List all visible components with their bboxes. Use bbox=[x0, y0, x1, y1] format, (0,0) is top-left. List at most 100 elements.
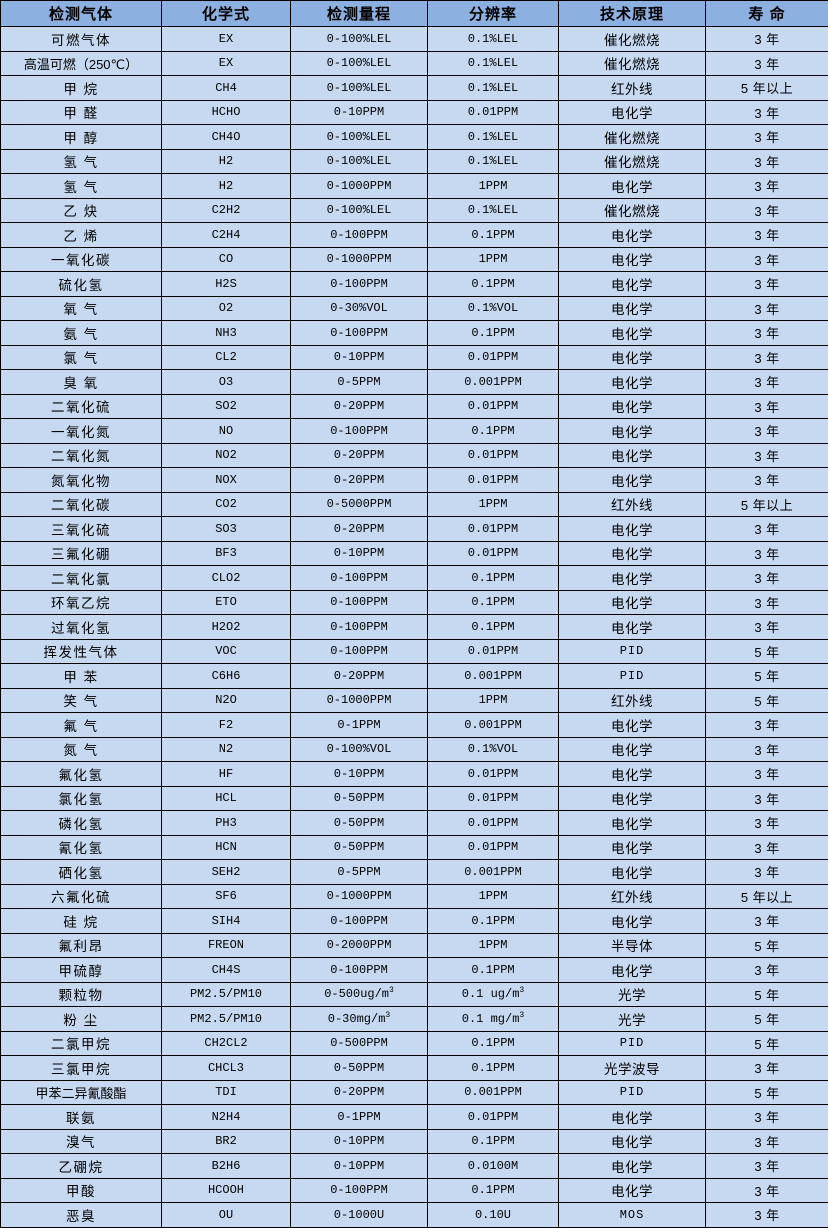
cell-lifespan: 3 年 bbox=[706, 27, 828, 52]
cell-chemical-formula: PM2.5/PM10 bbox=[162, 1007, 291, 1032]
cell-chemical-formula: HCHO bbox=[162, 100, 291, 125]
cell-detection-range: 0-100%VOL bbox=[291, 737, 428, 762]
cell-detection-range: 0-100PPM bbox=[291, 272, 428, 297]
cell-technology: 电化学 bbox=[559, 247, 706, 272]
cell-resolution: 0.1PPM bbox=[428, 419, 559, 444]
cell-lifespan: 3 年 bbox=[706, 737, 828, 762]
cell-lifespan: 3 年 bbox=[706, 443, 828, 468]
cell-chemical-formula: BR2 bbox=[162, 1129, 291, 1154]
cell-lifespan: 3 年 bbox=[706, 419, 828, 444]
cell-technology: 电化学 bbox=[559, 443, 706, 468]
cell-chemical-formula: EX bbox=[162, 51, 291, 76]
cell-detection-range: 0-50PPM bbox=[291, 1056, 428, 1081]
cell-resolution: 0.1%LEL bbox=[428, 76, 559, 101]
cell-lifespan: 3 年 bbox=[706, 1178, 828, 1203]
cell-lifespan: 3 年 bbox=[706, 541, 828, 566]
cell-gas-name: 二氧化硫 bbox=[1, 394, 162, 419]
cell-resolution: 0.1PPM bbox=[428, 1056, 559, 1081]
cell-resolution: 1PPM bbox=[428, 247, 559, 272]
cell-lifespan: 5 年以上 bbox=[706, 884, 828, 909]
cell-chemical-formula: C2H2 bbox=[162, 198, 291, 223]
cell-detection-range: 0-500ug/m3 bbox=[291, 982, 428, 1007]
cell-gas-name: 氮 气 bbox=[1, 737, 162, 762]
cell-chemical-formula: EX bbox=[162, 27, 291, 52]
cell-gas-name: 氢 气 bbox=[1, 149, 162, 174]
cell-resolution: 0.01PPM bbox=[428, 100, 559, 125]
cell-technology: 电化学 bbox=[559, 1105, 706, 1130]
cell-gas-name: 过氧化氢 bbox=[1, 615, 162, 640]
cell-resolution: 1PPM bbox=[428, 688, 559, 713]
cell-chemical-formula: SO2 bbox=[162, 394, 291, 419]
cell-chemical-formula: HCOOH bbox=[162, 1178, 291, 1203]
cell-lifespan: 3 年 bbox=[706, 517, 828, 542]
cell-chemical-formula: HF bbox=[162, 762, 291, 787]
cell-technology: 电化学 bbox=[559, 615, 706, 640]
cell-lifespan: 3 年 bbox=[706, 1105, 828, 1130]
cell-technology: 红外线 bbox=[559, 76, 706, 101]
cell-chemical-formula: ETO bbox=[162, 590, 291, 615]
cell-chemical-formula: CH4S bbox=[162, 958, 291, 983]
cell-chemical-formula: H2 bbox=[162, 174, 291, 199]
cell-detection-range: 0-50PPM bbox=[291, 786, 428, 811]
cell-lifespan: 3 年 bbox=[706, 149, 828, 174]
cell-technology: 红外线 bbox=[559, 492, 706, 517]
cell-chemical-formula: N2 bbox=[162, 737, 291, 762]
cell-detection-range: 0-100PPM bbox=[291, 1178, 428, 1203]
cell-chemical-formula: TDI bbox=[162, 1080, 291, 1105]
cell-resolution: 0.10U bbox=[428, 1203, 559, 1228]
cell-detection-range: 0-100%LEL bbox=[291, 198, 428, 223]
cell-chemical-formula: NO bbox=[162, 419, 291, 444]
cell-technology: 电化学 bbox=[559, 468, 706, 493]
cell-lifespan: 3 年 bbox=[706, 615, 828, 640]
cell-detection-range: 0-30%VOL bbox=[291, 296, 428, 321]
cell-technology: 电化学 bbox=[559, 811, 706, 836]
cell-chemical-formula: N2H4 bbox=[162, 1105, 291, 1130]
cell-resolution: 1PPM bbox=[428, 492, 559, 517]
column-header-technology: 技术原理 bbox=[559, 1, 706, 27]
cell-chemical-formula: BF3 bbox=[162, 541, 291, 566]
column-header-lifespan: 寿 命 bbox=[706, 1, 828, 27]
cell-resolution: 0.001PPM bbox=[428, 713, 559, 738]
cell-technology: 电化学 bbox=[559, 1178, 706, 1203]
cell-lifespan: 5 年 bbox=[706, 664, 828, 689]
cell-gas-name: 六氟化硫 bbox=[1, 884, 162, 909]
cell-detection-range: 0-20PPM bbox=[291, 517, 428, 542]
cell-lifespan: 3 年 bbox=[706, 1129, 828, 1154]
cell-gas-name: 臭 氧 bbox=[1, 370, 162, 395]
cell-resolution: 0.01PPM bbox=[428, 811, 559, 836]
cell-detection-range: 0-100PPM bbox=[291, 590, 428, 615]
header-row: 检测气体 化学式 检测量程 分辨率 技术原理 寿 命 bbox=[1, 1, 828, 27]
cell-chemical-formula: FREON bbox=[162, 933, 291, 958]
cell-lifespan: 3 年 bbox=[706, 1154, 828, 1179]
cell-lifespan: 5 年 bbox=[706, 982, 828, 1007]
cell-detection-range: 0-30mg/m3 bbox=[291, 1007, 428, 1032]
cell-resolution: 0.1%LEL bbox=[428, 149, 559, 174]
cell-chemical-formula: OU bbox=[162, 1203, 291, 1228]
cell-technology: PID bbox=[559, 664, 706, 689]
cell-lifespan: 3 年 bbox=[706, 125, 828, 150]
cell-technology: 光学 bbox=[559, 982, 706, 1007]
cell-resolution: 0.01PPM bbox=[428, 639, 559, 664]
cell-detection-range: 0-10PPM bbox=[291, 541, 428, 566]
cell-lifespan: 5 年 bbox=[706, 688, 828, 713]
cell-technology: MOS bbox=[559, 1203, 706, 1228]
cell-technology: 电化学 bbox=[559, 1154, 706, 1179]
cell-technology: 电化学 bbox=[559, 370, 706, 395]
cell-gas-name: 三氯甲烷 bbox=[1, 1056, 162, 1081]
cell-technology: PID bbox=[559, 639, 706, 664]
cell-chemical-formula: B2H6 bbox=[162, 1154, 291, 1179]
cell-gas-name: 甲 苯 bbox=[1, 664, 162, 689]
